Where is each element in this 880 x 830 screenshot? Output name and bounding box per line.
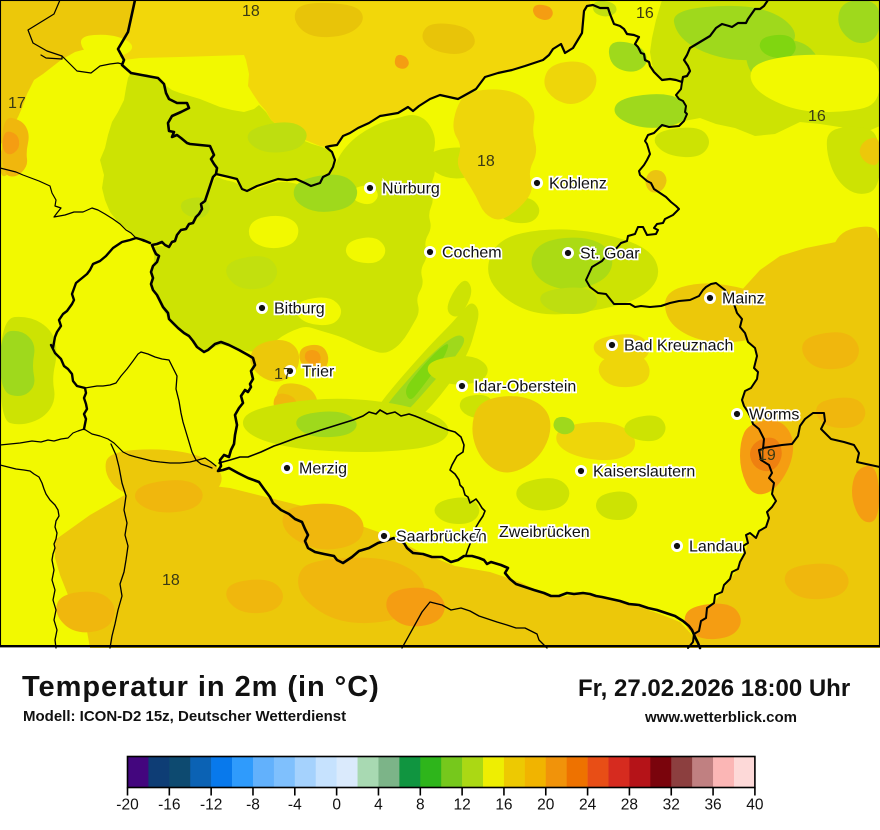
svg-text:28: 28 xyxy=(621,797,638,814)
svg-text:-4: -4 xyxy=(288,797,302,814)
svg-text:16: 16 xyxy=(495,797,512,814)
svg-text:-8: -8 xyxy=(246,797,260,814)
svg-text:Kaiserslautern: Kaiserslautern xyxy=(593,464,695,481)
svg-text:St. Goar: St. Goar xyxy=(580,246,640,263)
svg-text:32: 32 xyxy=(663,797,680,814)
svg-text:0: 0 xyxy=(332,797,341,814)
svg-text:4: 4 xyxy=(374,797,383,814)
svg-text:Koblenz: Koblenz xyxy=(549,176,607,193)
svg-text:20: 20 xyxy=(537,797,555,814)
svg-text:Idar-Oberstein: Idar-Oberstein xyxy=(474,379,576,396)
svg-text:Landau: Landau xyxy=(689,539,742,556)
svg-text:-20: -20 xyxy=(116,797,139,814)
svg-text:Mainz: Mainz xyxy=(722,291,765,308)
svg-text:Merzig: Merzig xyxy=(299,461,347,478)
svg-text:40: 40 xyxy=(746,797,764,814)
svg-text:7: 7 xyxy=(474,526,481,541)
svg-text:16: 16 xyxy=(808,108,826,125)
svg-text:-16: -16 xyxy=(158,797,180,814)
svg-text:Bitburg: Bitburg xyxy=(274,301,325,318)
svg-text:8: 8 xyxy=(416,797,425,814)
svg-text:19: 19 xyxy=(758,447,776,464)
svg-text:Saarbrücken: Saarbrücken xyxy=(396,529,487,546)
svg-text:-12: -12 xyxy=(200,797,222,814)
svg-text:12: 12 xyxy=(453,797,470,814)
svg-text:Cochem: Cochem xyxy=(442,245,502,262)
svg-text:17: 17 xyxy=(8,95,26,112)
svg-text:Trier: Trier xyxy=(302,364,335,381)
svg-text:24: 24 xyxy=(579,797,597,814)
svg-text:16: 16 xyxy=(636,5,654,22)
svg-text:17: 17 xyxy=(274,366,292,383)
svg-text:Bad Kreuznach: Bad Kreuznach xyxy=(624,338,733,355)
svg-text:18: 18 xyxy=(162,572,180,589)
svg-text:18: 18 xyxy=(477,153,495,170)
svg-text:Zweibrücken: Zweibrücken xyxy=(499,524,590,541)
svg-text:Worms: Worms xyxy=(749,407,799,424)
svg-text:Nürburg: Nürburg xyxy=(382,181,440,198)
svg-text:18: 18 xyxy=(242,3,260,20)
svg-text:36: 36 xyxy=(704,797,721,814)
